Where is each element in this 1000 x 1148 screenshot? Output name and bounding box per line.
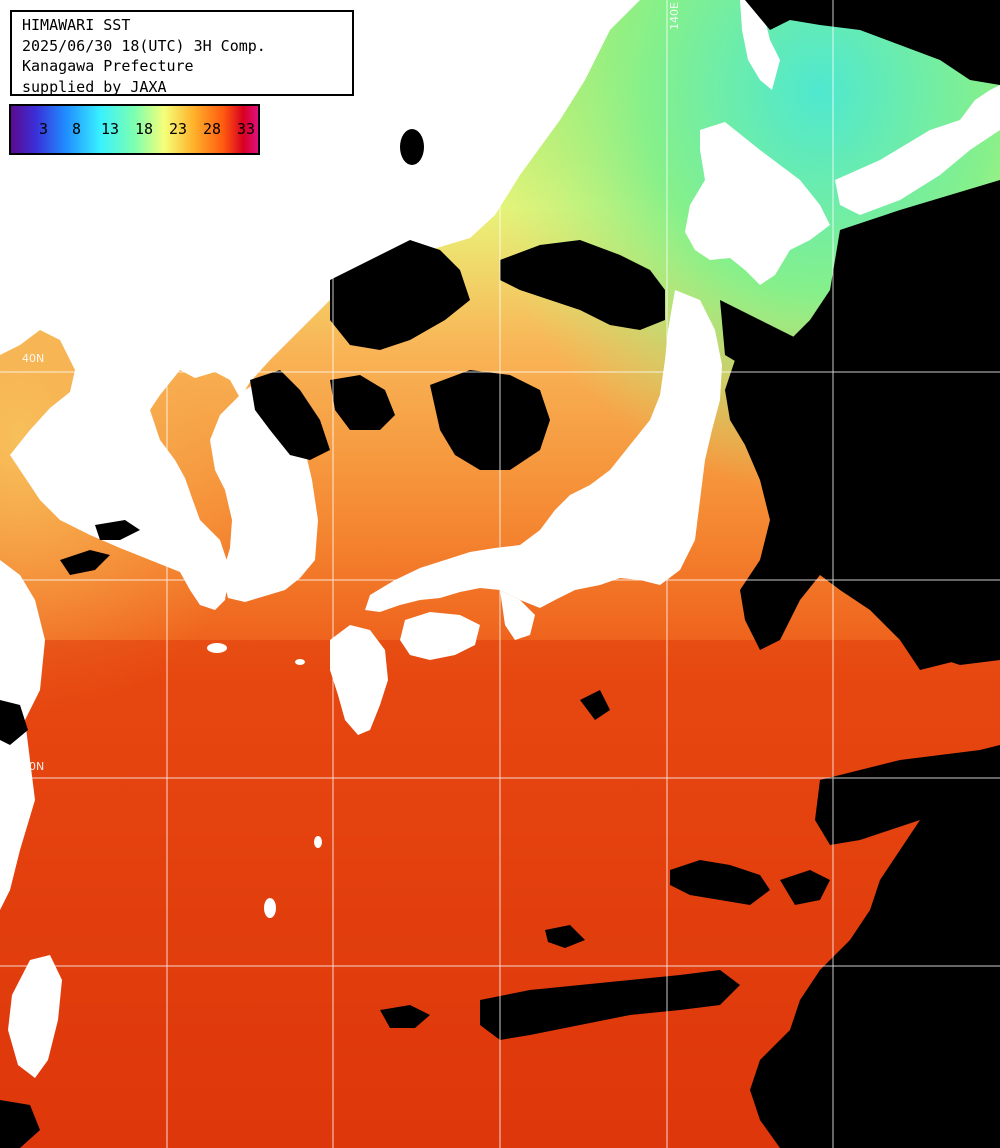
scale-label-33: 33 xyxy=(237,120,256,138)
scale-label-23: 23 xyxy=(169,120,188,138)
scale-label-8: 8 xyxy=(72,120,82,138)
scale-label-18: 18 xyxy=(135,120,154,138)
title-line-4: supplied by JAXA xyxy=(22,77,167,96)
land-taiwan xyxy=(8,955,62,1078)
land-kyushu xyxy=(330,625,388,735)
title-line-1: HIMAWARI SST xyxy=(22,16,131,34)
lat-label-40n: 40N xyxy=(22,352,45,365)
scale-label-13: 13 xyxy=(101,120,120,138)
title-box: HIMAWARI SST 2025/06/30 18(UTC) 3H Comp.… xyxy=(10,10,354,96)
color-scale-bar: 3 8 13 18 23 28 33 xyxy=(9,104,260,155)
title-line-3: Kanagawa Prefecture xyxy=(22,57,194,75)
scale-label-28: 28 xyxy=(203,120,222,138)
land-shikoku xyxy=(400,612,480,660)
lat-label-30n: 30N xyxy=(22,760,45,773)
scale-label-3: 3 xyxy=(39,120,49,138)
lon-label-140e: 140E xyxy=(668,2,681,30)
land-hokkaido xyxy=(685,122,830,285)
land-honshu xyxy=(365,290,722,612)
title-line-2: 2025/06/30 18(UTC) 3H Comp. xyxy=(22,36,266,55)
